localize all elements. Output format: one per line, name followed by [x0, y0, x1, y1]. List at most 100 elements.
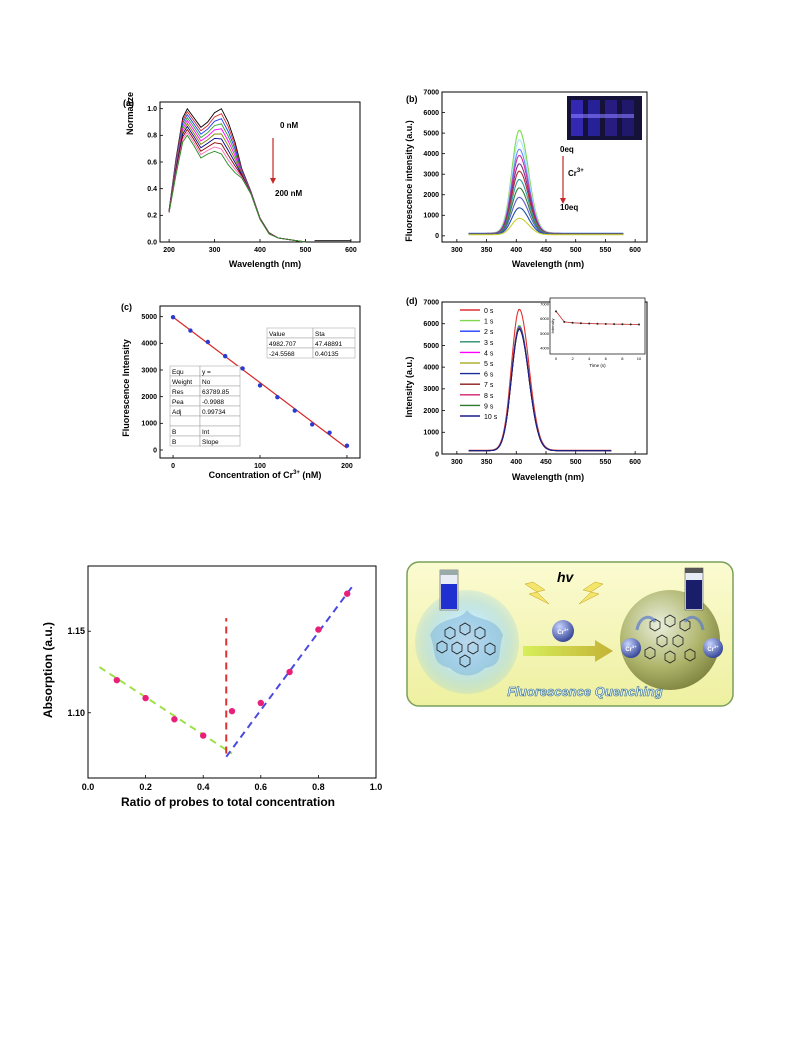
absorption-curve	[168, 131, 306, 243]
absorption-curve	[168, 113, 306, 243]
inset-point	[613, 323, 616, 326]
panel-b-arrowhead	[560, 198, 566, 204]
chart-job: Absorption (a.u.) Ratio of probes to tot…	[41, 565, 382, 809]
data-point	[257, 383, 263, 388]
y-tick-label: 6000	[423, 321, 439, 328]
x-tick-label: 0.6	[255, 782, 268, 792]
table-value: 4982.707	[269, 341, 296, 348]
legend-label: 4 s	[484, 350, 494, 357]
y-tick-label: 0.2	[147, 213, 157, 220]
y-tick-label: 2000	[423, 408, 439, 415]
inset-y-tick-label: 7000	[540, 302, 550, 307]
data-point	[188, 328, 193, 333]
y-tick-label: 7000	[423, 89, 439, 96]
y-tick-label: 1.10	[67, 708, 85, 718]
y-tick-label: 7000	[423, 299, 439, 306]
job-data-point	[142, 694, 149, 702]
x-tick-label: 500	[570, 459, 582, 466]
y-tick-label: 4000	[141, 341, 157, 348]
data-point	[170, 314, 176, 320]
x-tick-label: 200	[163, 247, 175, 254]
inset-point	[638, 323, 640, 326]
table-header: Sta	[315, 331, 325, 338]
x-tick-label: 350	[481, 247, 493, 254]
data-point	[223, 353, 228, 359]
time-emission-curve	[468, 328, 612, 452]
vial-left	[439, 569, 459, 611]
stats-value: 0.99734	[202, 409, 226, 416]
legend-label: 1 s	[484, 319, 494, 326]
stats-value: B	[172, 429, 176, 436]
panel-d-label: (d)	[406, 296, 418, 306]
probe-cloud	[430, 610, 503, 676]
x-tick-label: 450	[540, 247, 552, 254]
emission-curve	[468, 163, 624, 235]
x-tick-label: 600	[629, 247, 641, 254]
cr-ion-sphere	[552, 620, 574, 642]
cr-ion-left-label: Cr3+	[625, 644, 637, 653]
legend-label: 9 s	[484, 403, 494, 410]
stats-value: -0.9988	[202, 399, 224, 406]
y-tick-label: 0.0	[147, 239, 157, 246]
emission-curve	[468, 179, 624, 235]
table-header: Value	[269, 331, 286, 338]
x-tick-label: 350	[481, 459, 493, 466]
y-tick-label: 2000	[423, 192, 439, 199]
inset-point	[621, 323, 624, 326]
probe-molecule-left	[436, 622, 496, 668]
legend-label: 7 s	[484, 382, 494, 389]
plot-frame	[441, 301, 648, 455]
cr-ion-left-bound	[621, 638, 641, 658]
job-data-point	[315, 626, 322, 633]
chart-d: (d) Intensity (a.u.) Wavelength (nm) 300…	[404, 296, 648, 482]
y-tick-label: 1000	[423, 213, 439, 220]
y-tick-label: 0.4	[147, 186, 157, 193]
probe-molecule-right	[644, 614, 696, 664]
job-ylabel: Absorption (a.u.)	[41, 622, 55, 718]
y-tick-label: 3000	[141, 367, 157, 374]
x-tick-label: 300	[451, 247, 463, 254]
stats-value: Pea	[172, 399, 184, 406]
plot-frame	[87, 565, 377, 779]
emission-curve	[468, 170, 624, 235]
legend-label: 3 s	[484, 340, 494, 347]
quenched-sphere	[620, 590, 720, 690]
panel-d-ylabel: Intensity (a.u.)	[404, 356, 414, 417]
panel-a-ylabel: Normalized Absorption (a.u.)	[125, 92, 135, 135]
x-tick-label: 600	[629, 459, 641, 466]
y-tick-label: 5000	[423, 343, 439, 350]
panel-b-label: (b)	[406, 94, 418, 104]
legend-label: 2 s	[484, 329, 494, 336]
inset-y-tick-label: 6000	[540, 316, 550, 321]
inset-frame	[549, 297, 646, 355]
x-tick-label: 400	[254, 247, 266, 254]
inset-x-tick-label: 0	[555, 356, 558, 361]
inset-xlabel: Time (s)	[589, 363, 606, 368]
stats-value: y =	[202, 369, 211, 376]
panel-c-xlabel: Concentration of Cr3+ (nM)	[209, 470, 322, 480]
x-tick-label: 0.2	[139, 782, 152, 792]
plot-frame	[441, 91, 648, 243]
stats-value: Slope	[202, 439, 219, 446]
x-tick-label: 550	[600, 459, 612, 466]
absorption-curve	[168, 125, 306, 243]
job-data-point	[286, 668, 293, 676]
inset-point	[588, 322, 591, 325]
emission-curve	[468, 207, 624, 236]
inset-y-tick-label: 5000	[540, 331, 550, 336]
light-bolt-left	[524, 581, 550, 605]
inset-point	[571, 321, 574, 324]
panel-a-annotation-bottom: 200 nM	[275, 189, 302, 198]
job-data-point	[228, 707, 236, 715]
data-point	[292, 408, 297, 413]
y-tick-label: 0	[153, 447, 157, 454]
stats-cell	[199, 435, 241, 447]
panel-b-ylabel: Fluorescence intensity (a.u.)	[404, 120, 414, 242]
binding-arrow-left	[635, 615, 657, 631]
job-data-point	[257, 699, 264, 707]
stats-value: No	[202, 379, 211, 386]
inset-x-tick-label: 10	[637, 356, 642, 361]
panel-a-xlabel: Wavelength (nm)	[229, 259, 301, 269]
inset-y-tick-label: 4000	[540, 346, 550, 351]
x-tick-label: 0.8	[312, 782, 325, 792]
